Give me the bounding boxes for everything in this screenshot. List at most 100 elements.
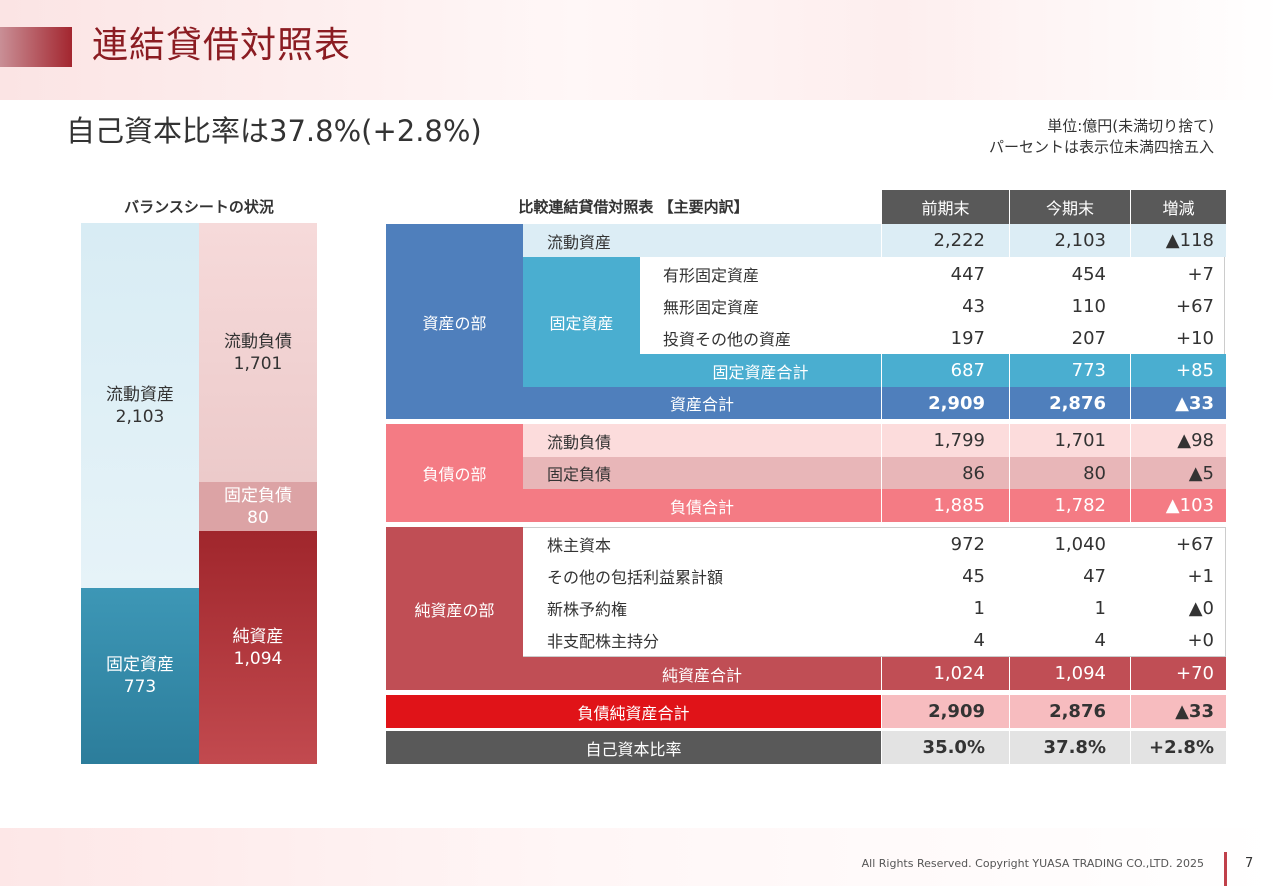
row-intangible-curr: 110	[1071, 295, 1106, 317]
row-assets-total-curr: 2,876	[1010, 387, 1130, 419]
bs-fixed-assets-value: 773	[123, 677, 157, 697]
row-tangible-curr: 454	[1071, 263, 1106, 285]
row-fixed-liabilities-curr: 80	[1010, 457, 1130, 489]
col-header-prev: 前期末	[882, 190, 1009, 224]
row-liabilities-total-diff: ▲103	[1131, 489, 1226, 522]
row-minority-curr: 4	[1094, 629, 1106, 651]
row-fixed-total-diff: +85	[1131, 354, 1226, 387]
row-liab-net-total-prev: 2,909	[882, 695, 1009, 728]
row-oci-diff: +1	[1187, 565, 1214, 587]
unit-note-line1: 単位:億円(未満切り捨て)	[1047, 117, 1214, 135]
row-capital-diff: +67	[1176, 533, 1214, 555]
row-current-liabilities-prev: 1,799	[882, 424, 1009, 457]
row-liabilities-total-curr: 1,782	[1010, 489, 1130, 522]
row-fixed-liabilities-prev: 86	[882, 457, 1009, 489]
row-liab-net-total-label: 負債純資産合計	[386, 695, 881, 728]
row-minority-prev: 4	[973, 629, 985, 651]
row-current-assets-prev: 2,222	[882, 224, 1009, 257]
row-fixed-liabilities-label: 固定負債	[523, 457, 881, 489]
row-warrants-curr: 1	[1094, 597, 1106, 619]
row-fixed-total-prev: 687	[882, 354, 1009, 387]
row-investments-curr: 207	[1071, 327, 1106, 349]
row-intangible-diff: +67	[1176, 295, 1214, 317]
title-accent-bar	[0, 27, 72, 67]
bs-fixed-liabilities: 固定負債 80	[199, 482, 317, 531]
row-minority-diff: +0	[1187, 629, 1214, 651]
bs-fixed-assets: 固定資産 773	[81, 588, 199, 764]
row-investments-prev: 197	[950, 327, 985, 349]
row-oci-prev: 45	[962, 565, 985, 587]
headline: 自己資本比率は37.8%(+2.8%)	[66, 114, 482, 148]
row-current-liabilities-curr: 1,701	[1010, 424, 1130, 457]
row-tangible-label: 有形固定資産	[663, 266, 760, 285]
row-assets-total-prev: 2,909	[882, 387, 1009, 419]
section-liabilities: 負債の部	[386, 424, 523, 522]
row-assets-total-label: 資産合計	[523, 387, 881, 419]
row-current-assets-diff: ▲118	[1131, 224, 1226, 257]
row-current-assets-label: 流動資産	[523, 224, 881, 257]
bs-current-liabilities: 流動負債 1,701	[199, 223, 317, 482]
group-fixed-assets: 固定資産	[523, 257, 640, 387]
row-equity-ratio-curr: 37.8%	[1010, 731, 1130, 764]
bs-fixed-liabilities-value: 80	[247, 507, 269, 528]
bs-current-liabilities-label: 流動負債	[224, 331, 292, 352]
bs-current-assets-label: 流動資産	[106, 384, 174, 405]
row-tangible-diff: +7	[1187, 263, 1214, 285]
row-net-assets-total-diff: +70	[1131, 657, 1226, 690]
row-liab-net-total-curr: 2,876	[1010, 695, 1130, 728]
row-investments-label: 投資その他の資産	[663, 330, 792, 349]
row-current-assets-curr: 2,103	[1010, 224, 1130, 257]
header-band	[0, 0, 1280, 100]
row-net-assets-total-label: 純資産合計	[523, 657, 881, 690]
page-number: 7	[1245, 856, 1254, 871]
row-investments-diff: +10	[1176, 327, 1214, 349]
footer-divider	[1224, 852, 1227, 886]
unit-note: 単位:億円(未満切り捨て) パーセントは表示位未満四捨五入	[989, 116, 1214, 158]
row-oci-label: その他の包括利益累計額	[547, 568, 724, 587]
row-warrants-label: 新株予約権	[547, 600, 628, 619]
page-title: 連結貸借対照表	[92, 25, 352, 66]
row-equity-ratio-label: 自己資本比率	[386, 731, 881, 764]
row-fixed-liabilities-diff: ▲5	[1131, 457, 1226, 489]
bs-net-assets-value: 1,094	[233, 648, 283, 669]
row-net-assets-total-prev: 1,024	[882, 657, 1009, 690]
balance-sheet-title: バランスシートの状況	[124, 198, 274, 216]
row-intangible-label: 無形固定資産	[663, 298, 760, 317]
bs-net-assets-label: 純資産	[232, 626, 284, 647]
bs-current-liabilities-value: 1,701	[233, 353, 283, 374]
row-warrants-prev: 1	[973, 597, 985, 619]
bs-current-assets: 流動資産 2,103	[81, 223, 199, 588]
row-fixed-total-curr: 773	[1010, 354, 1130, 387]
unit-note-line2: パーセントは表示位未満四捨五入	[988, 138, 1214, 156]
section-net-assets: 純資産の部	[386, 527, 523, 690]
row-liab-net-total-diff: ▲33	[1131, 695, 1226, 728]
section-assets: 資産の部	[386, 224, 523, 419]
col-header-curr: 今期末	[1010, 190, 1130, 224]
row-equity-ratio-prev: 35.0%	[882, 731, 1009, 764]
row-current-liabilities-label: 流動負債	[523, 424, 881, 457]
row-capital-prev: 972	[950, 533, 985, 555]
row-liabilities-total-prev: 1,885	[882, 489, 1009, 522]
row-warrants-diff: ▲0	[1188, 597, 1214, 619]
row-current-liabilities-diff: ▲98	[1131, 424, 1226, 457]
row-fixed-total-label: 固定資産合計	[640, 354, 881, 387]
footer-band	[0, 828, 1280, 886]
bs-fixed-liabilities-label: 固定負債	[224, 485, 292, 506]
net-assets-detail-box	[523, 527, 1226, 657]
row-net-assets-total-curr: 1,094	[1010, 657, 1130, 690]
fixed-assets-detail-box	[640, 257, 1225, 354]
row-capital-curr: 1,040	[1054, 533, 1106, 555]
row-equity-ratio-diff: +2.8%	[1131, 731, 1226, 764]
row-minority-label: 非支配株主持分	[547, 632, 660, 651]
bs-current-assets-value: 2,103	[115, 406, 165, 427]
row-oci-curr: 47	[1083, 565, 1106, 587]
row-tangible-prev: 447	[950, 263, 985, 285]
bs-fixed-assets-label: 固定資産	[106, 655, 174, 675]
copyright: All Rights Reserved. Copyright YUASA TRA…	[861, 857, 1204, 870]
bs-net-assets: 純資産 1,094	[199, 531, 317, 764]
table-title: 比較連結貸借対照表 【主要内訳】	[518, 198, 749, 216]
row-liabilities-total-label: 負債合計	[523, 489, 881, 522]
row-intangible-prev: 43	[962, 295, 985, 317]
row-capital-label: 株主資本	[547, 536, 612, 555]
col-header-diff: 増減	[1131, 190, 1226, 224]
